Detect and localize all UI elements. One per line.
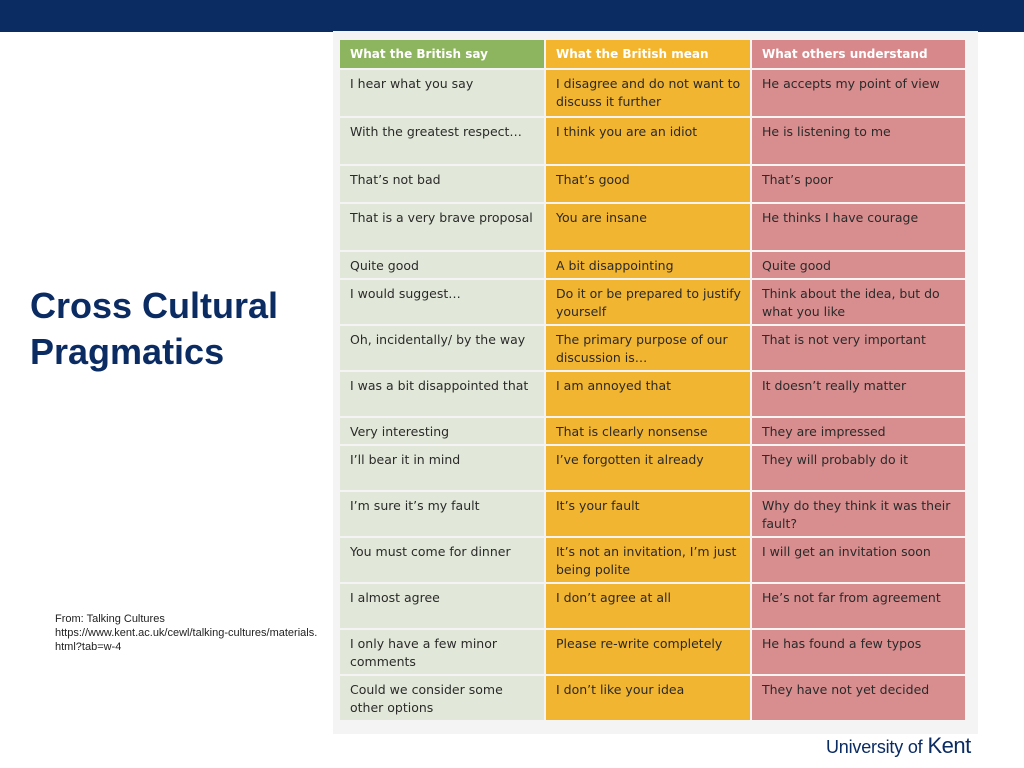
table-cell: I disagree and do not want to discuss it…	[546, 70, 750, 116]
table-row: Quite good A bit disappointing Quite good	[340, 252, 967, 278]
table-row: I only have a few minor comments Please r…	[340, 630, 967, 674]
table-cell: He’s not far from agreement	[752, 584, 965, 628]
table-cell: I don’t like your idea	[546, 676, 750, 720]
table-cell: He is listening to me	[752, 118, 965, 164]
table-cell: That’s not bad	[340, 166, 544, 202]
table-cell: That’s poor	[752, 166, 965, 202]
phrase-table: What the British say What the British mea…	[340, 40, 967, 722]
table-header-cell: What others understand	[752, 40, 965, 68]
table-cell: He has found a few typos	[752, 630, 965, 674]
table-cell: That is a very brave proposal	[340, 204, 544, 250]
slide-title-line-2: Pragmatics	[30, 331, 225, 372]
table-cell: You are insane	[546, 204, 750, 250]
table-cell: Please re-write completely	[546, 630, 750, 674]
table-cell: They have not yet decided	[752, 676, 965, 720]
table-header-cell: What the British say	[340, 40, 544, 68]
table-row: I hear what you say I disagree and do not…	[340, 70, 967, 116]
table-cell: Why do they think it was their fault?	[752, 492, 965, 536]
table-cell: I’m sure it’s my fault	[340, 492, 544, 536]
table-cell: He thinks I have courage	[752, 204, 965, 250]
table-cell: The primary purpose of our discussion is…	[546, 326, 750, 370]
table-cell: It’s not an invitation, I’m just being p…	[546, 538, 750, 582]
table-cell: Very interesting	[340, 418, 544, 444]
table-cell: I don’t agree at all	[546, 584, 750, 628]
header-bar	[0, 0, 1024, 32]
table-row: That’s not bad That’s good That’s poor	[340, 166, 967, 202]
table-cell: Quite good	[752, 252, 965, 278]
table-row: I’ll bear it in mind I’ve forgotten it al…	[340, 446, 967, 490]
phrase-table-image: What the British say What the British mea…	[333, 31, 978, 734]
table-row: I’m sure it’s my fault It’s your fault Why…	[340, 492, 967, 536]
table-row: With the greatest respect… I think you ar…	[340, 118, 967, 164]
table-cell: Could we consider some other options	[340, 676, 544, 720]
slide-title-line-1: Cross Cultural	[30, 285, 279, 326]
table-cell: That is clearly nonsense	[546, 418, 750, 444]
table-cell: It doesn’t really matter	[752, 372, 965, 416]
table-cell: Do it or be prepared to justify yourself	[546, 280, 750, 324]
table-cell: I was a bit disappointed that	[340, 372, 544, 416]
table-cell: He accepts my point of view	[752, 70, 965, 116]
table-cell: With the greatest respect…	[340, 118, 544, 164]
logo-text: University of	[826, 737, 923, 757]
table-cell: I’ll bear it in mind	[340, 446, 544, 490]
table-cell: I’ve forgotten it already	[546, 446, 750, 490]
table-cell: A bit disappointing	[546, 252, 750, 278]
table-cell: You must come for dinner	[340, 538, 544, 582]
table-row: You must come for dinner It’s not an invi…	[340, 538, 967, 582]
source-label: From: Talking Cultures	[55, 613, 165, 625]
table-cell: That is not very important	[752, 326, 965, 370]
table-cell: I hear what you say	[340, 70, 544, 116]
table-row: I almost agree I don’t agree at all He’s n…	[340, 584, 967, 628]
table-cell: Think about the idea, but do what you li…	[752, 280, 965, 324]
table-row: Very interesting That is clearly nonsense…	[340, 418, 967, 444]
table-cell: I almost agree	[340, 584, 544, 628]
table-row: Could we consider some other options I do…	[340, 676, 967, 720]
table-cell: I only have a few minor comments	[340, 630, 544, 674]
table-row: I was a bit disappointed that I am annoye…	[340, 372, 967, 416]
table-header-cell: What the British mean	[546, 40, 750, 68]
table-row: Oh, incidentally/ by the way The primary …	[340, 326, 967, 370]
table-cell: I will get an invitation soon	[752, 538, 965, 582]
source-citation: From: Talking Cultures https://www.kent.…	[55, 612, 320, 654]
table-cell: I would suggest…	[340, 280, 544, 324]
table-cell: They will probably do it	[752, 446, 965, 490]
table-header-row: What the British say What the British mea…	[340, 40, 967, 68]
slide-title: Cross Cultural Pragmatics	[30, 283, 330, 375]
university-logo: University of Kent	[826, 733, 971, 759]
table-cell: That’s good	[546, 166, 750, 202]
table-cell: Quite good	[340, 252, 544, 278]
table-row: I would suggest… Do it or be prepared to …	[340, 280, 967, 324]
source-url: https://www.kent.ac.uk/cewl/talking-cult…	[55, 627, 318, 653]
table-cell: It’s your fault	[546, 492, 750, 536]
table-cell: I think you are an idiot	[546, 118, 750, 164]
table-cell: I am annoyed that	[546, 372, 750, 416]
table-row: That is a very brave proposal You are ins…	[340, 204, 967, 250]
table-cell: Oh, incidentally/ by the way	[340, 326, 544, 370]
logo-brand: Kent	[927, 733, 971, 758]
table-cell: They are impressed	[752, 418, 965, 444]
